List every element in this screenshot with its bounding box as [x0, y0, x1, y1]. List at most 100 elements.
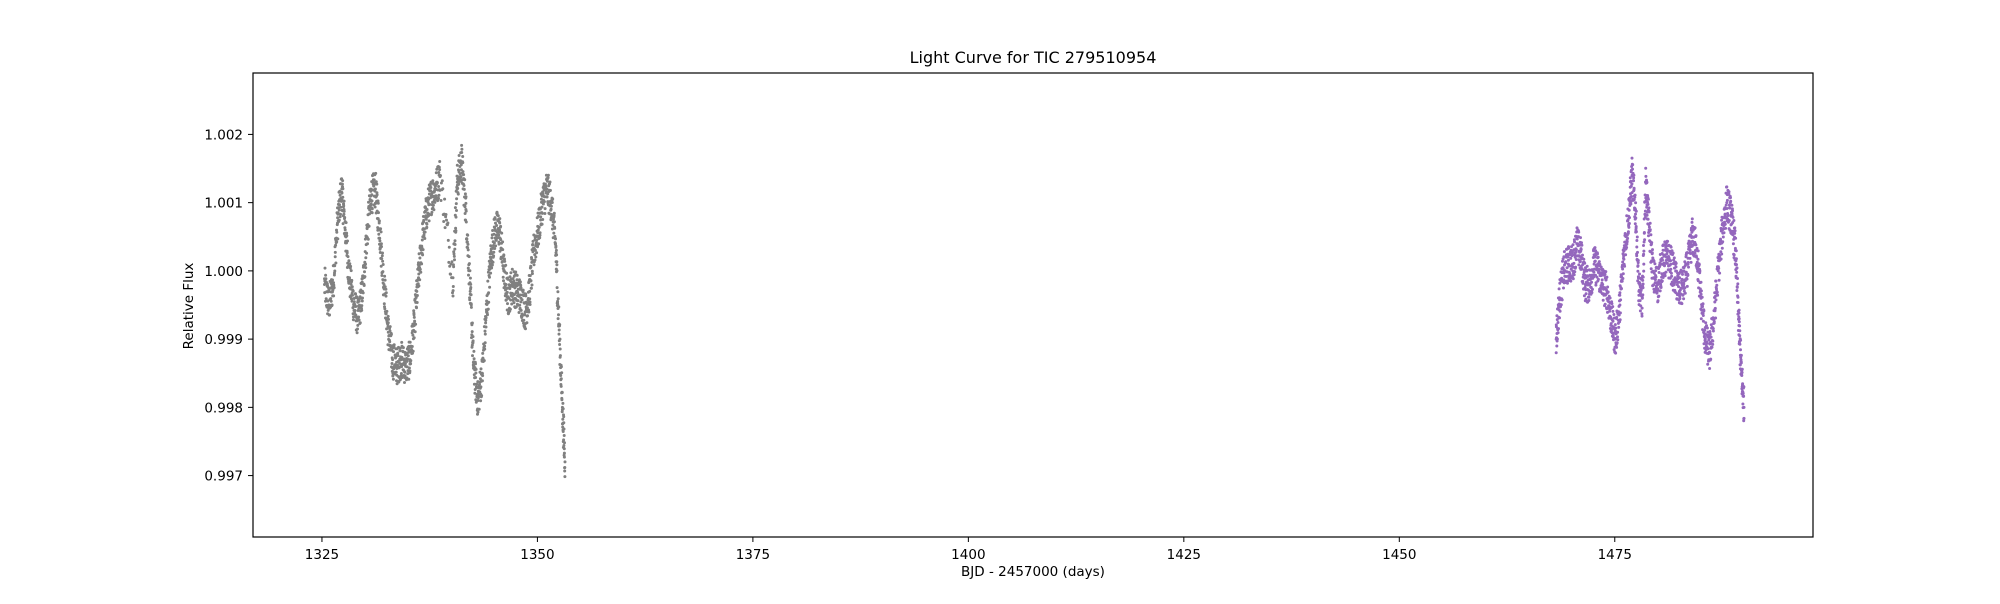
data-point	[548, 180, 552, 184]
data-point	[1691, 239, 1694, 243]
data-point	[557, 313, 560, 317]
data-point	[1574, 248, 1578, 252]
data-point	[382, 302, 386, 306]
data-point	[1581, 281, 1585, 285]
data-point	[381, 270, 385, 274]
data-point	[1637, 289, 1641, 293]
data-point	[357, 299, 361, 303]
data-point	[476, 399, 480, 402]
data-point	[552, 220, 556, 224]
data-point	[470, 330, 474, 334]
data-point	[412, 324, 416, 327]
data-point	[415, 294, 419, 297]
data-point	[1629, 179, 1633, 183]
data-point	[527, 310, 531, 314]
data-point	[340, 191, 344, 195]
data-point	[1642, 262, 1646, 266]
data-point	[341, 195, 345, 199]
data-point	[1621, 272, 1625, 276]
data-point	[1693, 251, 1697, 255]
data-point	[483, 332, 487, 336]
data-point	[353, 309, 357, 313]
data-point	[528, 289, 532, 293]
data-point	[533, 258, 537, 262]
data-point	[550, 227, 554, 231]
data-point	[1689, 252, 1693, 255]
data-point	[1634, 208, 1637, 211]
data-point	[556, 297, 560, 301]
data-point	[483, 347, 487, 351]
data-point	[529, 265, 533, 269]
data-point	[562, 427, 566, 431]
data-point	[427, 212, 431, 216]
data-point	[562, 415, 566, 419]
data-point	[1636, 259, 1640, 262]
data-point	[1605, 275, 1609, 279]
data-point	[1596, 255, 1600, 259]
data-point	[552, 211, 556, 215]
data-point	[501, 240, 505, 244]
data-point	[556, 299, 560, 303]
data-point	[333, 269, 337, 273]
data-point	[417, 272, 421, 276]
data-point	[1635, 254, 1639, 258]
data-point	[444, 213, 448, 216]
data-point	[1656, 299, 1660, 303]
data-point	[1582, 294, 1586, 298]
data-point	[1670, 274, 1674, 278]
data-point	[467, 262, 471, 266]
data-point	[524, 294, 528, 298]
data-point	[1633, 222, 1637, 226]
data-point	[329, 299, 333, 303]
data-point	[342, 209, 346, 213]
data-point	[488, 285, 492, 289]
data-point	[415, 289, 419, 293]
data-point	[495, 224, 499, 227]
data-point	[1626, 236, 1630, 240]
data-point	[522, 318, 526, 322]
data-point	[399, 372, 403, 375]
data-point	[551, 197, 555, 201]
data-point	[553, 226, 557, 230]
data-point	[454, 202, 458, 206]
data-point	[1574, 250, 1578, 254]
data-point	[1678, 276, 1682, 280]
data-point	[545, 187, 549, 191]
data-point	[334, 261, 338, 265]
data-point	[437, 165, 441, 169]
data-point	[560, 405, 564, 409]
data-point	[455, 174, 459, 178]
data-point	[326, 284, 329, 287]
data-point	[543, 207, 547, 211]
data-point	[413, 319, 417, 323]
data-point	[386, 321, 390, 325]
data-point	[533, 253, 537, 257]
data-point	[1597, 260, 1601, 264]
data-point	[463, 205, 467, 209]
data-point	[561, 401, 565, 405]
data-point	[1664, 270, 1668, 274]
data-point	[1656, 287, 1660, 291]
data-point	[1556, 331, 1560, 335]
data-point	[496, 214, 500, 218]
data-point	[554, 248, 558, 252]
data-point	[481, 374, 485, 378]
data-point	[351, 289, 355, 293]
data-point	[1705, 326, 1709, 330]
data-point	[1704, 321, 1708, 325]
data-point	[412, 336, 416, 340]
data-point	[561, 417, 565, 421]
data-point	[1661, 248, 1665, 252]
data-point	[412, 315, 416, 319]
data-point	[1601, 298, 1605, 302]
data-point	[546, 176, 550, 180]
data-point	[544, 184, 548, 188]
data-point	[1737, 324, 1741, 327]
data-point	[500, 231, 504, 235]
data-point	[403, 381, 406, 384]
data-point	[1585, 264, 1589, 268]
data-point	[447, 260, 451, 264]
data-point	[462, 184, 466, 187]
data-point	[349, 282, 353, 286]
data-point	[457, 154, 461, 157]
